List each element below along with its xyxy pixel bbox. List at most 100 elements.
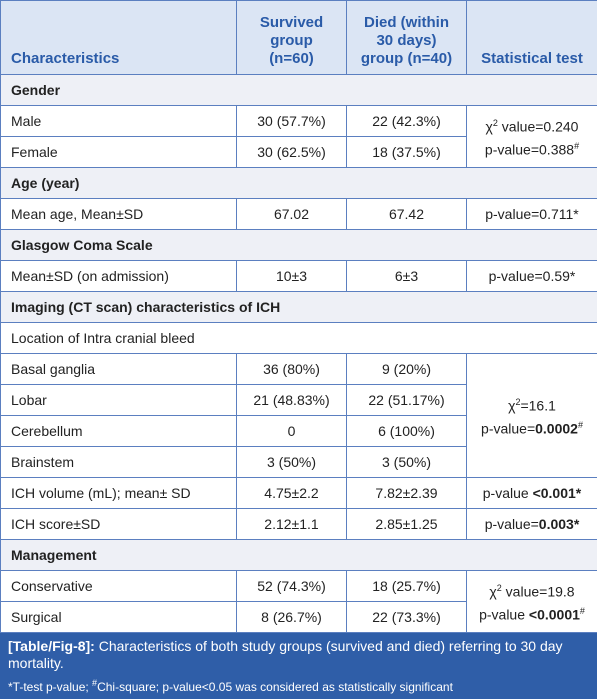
cell: Location of Intra cranial bleed bbox=[1, 323, 597, 354]
cell: 22 (51.17%) bbox=[347, 385, 467, 416]
text: χ bbox=[486, 119, 493, 135]
cell: ICH volume (mL); mean± SD bbox=[1, 478, 237, 509]
cell: Basal ganglia bbox=[1, 354, 237, 385]
section-row: Imaging (CT scan) characteristics of ICH bbox=[1, 292, 597, 323]
superscript: # bbox=[580, 606, 585, 616]
line: χ2 value=19.8 bbox=[477, 579, 587, 602]
text: <0.0001 bbox=[529, 606, 580, 622]
text: Chi-square; p-value<0.05 was considered … bbox=[97, 680, 453, 694]
cell: Age (year) bbox=[1, 168, 597, 199]
cell: Glasgow Coma Scale bbox=[1, 230, 597, 261]
header-text: group (n=40) bbox=[361, 50, 452, 67]
text: =16.1 bbox=[520, 398, 555, 414]
cell: 21 (48.83%) bbox=[237, 385, 347, 416]
cell: Gender bbox=[1, 75, 597, 106]
cell: 8 (26.7%) bbox=[237, 602, 347, 633]
line: p-value <0.001* bbox=[477, 484, 587, 503]
cell: ICH score±SD bbox=[1, 509, 237, 540]
text: p-value=0.388 bbox=[485, 141, 574, 157]
text: p-value bbox=[479, 606, 529, 622]
text: <0.001* bbox=[533, 485, 582, 501]
header-text: group bbox=[270, 32, 313, 49]
cell: 3 (50%) bbox=[347, 447, 467, 478]
cell: p-value=0.59* bbox=[467, 261, 597, 292]
cell: Mean age, Mean±SD bbox=[1, 199, 237, 230]
header-cell: Characteristics bbox=[1, 1, 237, 75]
cell: p-value=0.711* bbox=[467, 199, 597, 230]
text: 0.0002 bbox=[535, 420, 578, 436]
cell: Male bbox=[1, 106, 237, 137]
caption: [Table/Fig-8]: Characteristics of both s… bbox=[0, 633, 597, 699]
line: χ2 value=0.240 bbox=[477, 114, 587, 137]
cell: 10±3 bbox=[237, 261, 347, 292]
section-row: Gender bbox=[1, 75, 597, 106]
header-text: (n=60) bbox=[269, 50, 314, 67]
cell: 4.75±2.2 bbox=[237, 478, 347, 509]
cell: Lobar bbox=[1, 385, 237, 416]
superscript: # bbox=[578, 420, 583, 430]
cell: 52 (74.3%) bbox=[237, 571, 347, 602]
cell: Surgical bbox=[1, 602, 237, 633]
cell: 7.82±2.39 bbox=[347, 478, 467, 509]
text: 0.003* bbox=[539, 516, 579, 532]
text: value=0.240 bbox=[498, 119, 579, 135]
header-text: Survived bbox=[260, 14, 323, 31]
cell: 6 (100%) bbox=[347, 416, 467, 447]
header-text: Characteristics bbox=[11, 50, 119, 67]
cell: 18 (25.7%) bbox=[347, 571, 467, 602]
sub-row: Location of Intra cranial bleed bbox=[1, 323, 597, 354]
cell: 67.02 bbox=[237, 199, 347, 230]
line: p-value=0.388# bbox=[477, 137, 587, 160]
cell: Imaging (CT scan) characteristics of ICH bbox=[1, 292, 597, 323]
section-row: Management bbox=[1, 540, 597, 571]
caption-label: [Table/Fig-8]: bbox=[8, 638, 95, 654]
section-row: Glasgow Coma Scale bbox=[1, 230, 597, 261]
text: χ bbox=[489, 584, 496, 600]
line: χ2=16.1 bbox=[477, 393, 587, 416]
cell: Brainstem bbox=[1, 447, 237, 478]
cell: 2.12±1.1 bbox=[237, 509, 347, 540]
text: *T-test p-value; bbox=[8, 680, 92, 694]
superscript: # bbox=[574, 141, 579, 151]
cell: 30 (62.5%) bbox=[237, 137, 347, 168]
text: p-value= bbox=[485, 516, 539, 532]
cell: 0 bbox=[237, 416, 347, 447]
text: value=19.8 bbox=[502, 584, 575, 600]
text: p-value= bbox=[481, 420, 535, 436]
cell: 9 (20%) bbox=[347, 354, 467, 385]
footnote: *T-test p-value; #Chi-square; p-value<0.… bbox=[8, 675, 589, 696]
line: p-value <0.0001# bbox=[477, 602, 587, 625]
header-text: Statistical test bbox=[481, 50, 583, 67]
cell: 22 (73.3%) bbox=[347, 602, 467, 633]
stat-cell: p-value=0.003* bbox=[467, 509, 597, 540]
cell: Mean±SD (on admission) bbox=[1, 261, 237, 292]
header-text: Died (within bbox=[364, 14, 449, 31]
cell: 30 (57.7%) bbox=[237, 106, 347, 137]
header-cell: Statistical test bbox=[467, 1, 597, 75]
line: p-value=0.0002# bbox=[477, 416, 587, 439]
cell: Conservative bbox=[1, 571, 237, 602]
cell: 2.85±1.25 bbox=[347, 509, 467, 540]
line: p-value=0.003* bbox=[477, 515, 587, 534]
cell: 36 (80%) bbox=[237, 354, 347, 385]
header-text: 30 days) bbox=[376, 32, 436, 49]
cell: Management bbox=[1, 540, 597, 571]
stat-cell: p-value <0.001* bbox=[467, 478, 597, 509]
cell: 22 (42.3%) bbox=[347, 106, 467, 137]
cell: 18 (37.5%) bbox=[347, 137, 467, 168]
cell: 6±3 bbox=[347, 261, 467, 292]
